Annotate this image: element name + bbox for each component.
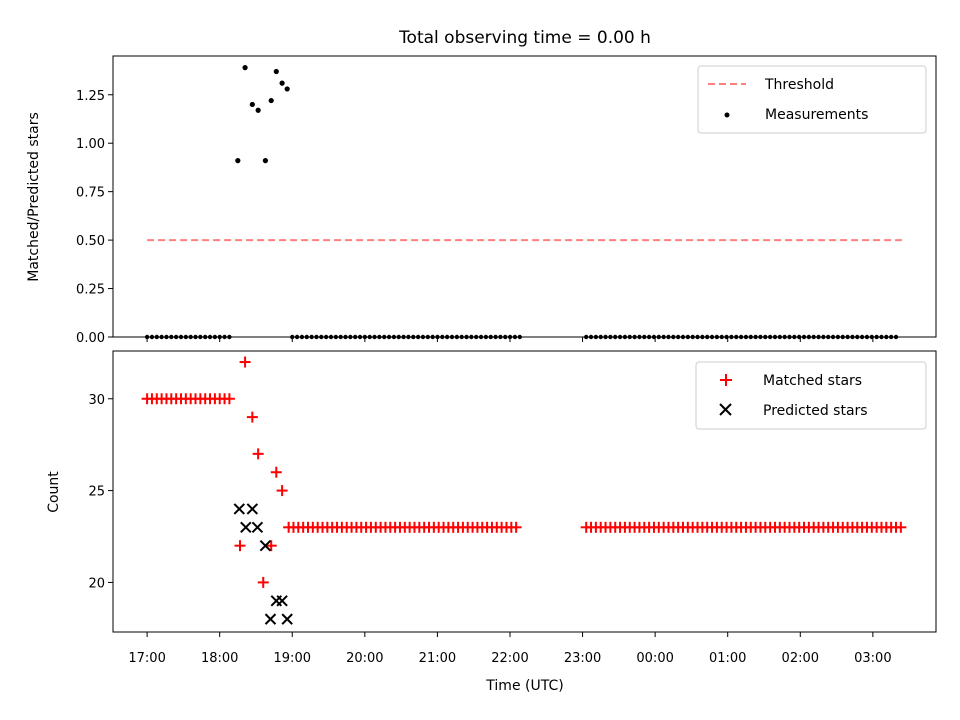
measurement-point <box>268 97 274 104</box>
x-tick-label: 20:00 <box>346 651 383 666</box>
x-tick-label: 21:00 <box>419 651 456 666</box>
legend-threshold-label: Threshold <box>764 77 834 93</box>
legend-matched-label: Matched stars <box>763 373 862 389</box>
matched-star-point <box>265 540 277 552</box>
measurement-point <box>284 86 290 92</box>
legend-matched-swatch <box>720 374 732 386</box>
bottom-x-ticks: 17:00 18:00 19:00 20:00 21:00 22:00 23:00 00:00… <box>128 632 892 666</box>
matched-star-point <box>257 576 269 588</box>
x-tick-label: 23:00 <box>564 651 601 666</box>
measurement-point <box>273 68 279 75</box>
legend-predicted-swatch <box>719 403 732 416</box>
matched-star-point <box>895 521 907 533</box>
bottom-legend: Matched stars Predicted stars <box>695 361 927 430</box>
top-legend-box <box>697 65 927 134</box>
top-y-tick-label: 0.25 <box>76 283 105 298</box>
top-y-tick-label: 1.00 <box>76 137 105 152</box>
top-marks <box>144 65 902 340</box>
x-tick-label: 02:00 <box>782 651 819 666</box>
predicted-star-point <box>281 613 293 625</box>
bottom-legend-box <box>695 361 927 430</box>
x-tick-label: 00:00 <box>636 651 673 666</box>
x-tick-label: 17:00 <box>128 651 165 666</box>
top-legend: Threshold Measurements <box>697 65 927 134</box>
top-y-ticks: 0.00 0.25 0.50 0.75 1.00 1.25 <box>76 89 113 346</box>
measurement-point <box>235 158 241 164</box>
matched-star-point <box>223 393 235 405</box>
bottom-y-tick-label: 25 <box>88 485 105 500</box>
top-y-tick-label: 0.50 <box>76 234 105 249</box>
top-y-tick-label: 1.25 <box>76 89 105 104</box>
predicted-star-point <box>233 503 245 515</box>
bottom-axes-frame <box>112 350 937 633</box>
bottom-marks <box>141 356 907 625</box>
x-tick-label: 18:00 <box>201 651 238 666</box>
matched-star-point <box>246 411 258 423</box>
measurement-point <box>262 158 269 164</box>
measurement-point <box>279 80 285 86</box>
bottom-panel: 20 25 30 17:00 18:00 19:00 20:00 21:00 22:00 23:… <box>46 350 937 694</box>
predicted-star-point <box>264 613 277 625</box>
predicted-star-point <box>246 503 259 515</box>
predicted-star-point <box>276 595 288 607</box>
bottom-y-ticks: 20 25 30 <box>88 393 113 591</box>
matched-star-point <box>234 540 246 552</box>
x-axis-label: Time (UTC) <box>485 678 563 694</box>
legend-measurements-swatch <box>724 112 730 118</box>
measurement-point <box>242 65 248 71</box>
top-axes-frame <box>112 55 937 338</box>
x-tick-label: 22:00 <box>491 651 528 666</box>
top-x-ticks <box>146 337 874 342</box>
predicted-star-point <box>259 539 272 552</box>
top-y-tick-label: 0.75 <box>76 186 105 201</box>
matched-star-point <box>239 356 251 368</box>
top-panel: 0.00 0.25 0.50 0.75 1.00 1.25 Matched/Predict… <box>26 55 937 346</box>
x-tick-label: 03:00 <box>854 651 891 666</box>
matched-star-point <box>510 521 522 533</box>
x-tick-label: 01:00 <box>709 651 746 666</box>
legend-measurements-label: Measurements <box>765 107 868 123</box>
top-y-axis-label: Matched/Predicted stars <box>26 112 42 282</box>
predicted-star-point <box>240 521 252 534</box>
legend-predicted-label: Predicted stars <box>763 403 868 419</box>
bottom-y-axis-label: Count <box>46 471 62 513</box>
matched-star-point <box>276 485 288 497</box>
chart-title: Total observing time = 0.00 h <box>398 28 651 48</box>
bottom-y-tick-label: 30 <box>88 393 105 408</box>
predicted-star-point <box>251 521 264 534</box>
bottom-y-tick-label: 20 <box>88 576 105 591</box>
measurement-point <box>255 107 261 113</box>
matched-star-point <box>252 448 264 460</box>
top-y-tick-label: 0.00 <box>76 331 105 346</box>
x-tick-label: 19:00 <box>274 651 311 666</box>
measurement-point <box>249 101 255 108</box>
matched-star-point <box>270 466 282 478</box>
